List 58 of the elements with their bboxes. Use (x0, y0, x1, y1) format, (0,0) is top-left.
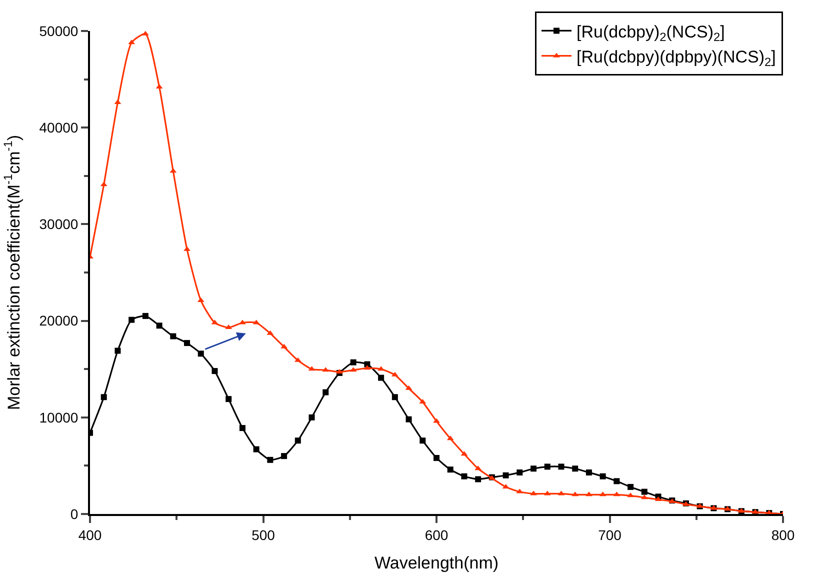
point (434, 454, 440, 461)
point (239, 425, 246, 432)
point (198, 350, 204, 357)
point (502, 472, 509, 478)
point (170, 333, 176, 340)
point (253, 446, 260, 452)
point (114, 348, 121, 354)
point (586, 469, 592, 476)
point (281, 453, 288, 460)
point (406, 416, 412, 422)
point (447, 466, 454, 473)
point (184, 246, 190, 251)
y-tick-label: 30000 (39, 216, 78, 232)
point (433, 418, 440, 423)
x-axis-title: Wavelength(nm) (374, 554, 499, 573)
point (128, 316, 135, 323)
point (239, 320, 246, 324)
point (322, 389, 329, 396)
point (461, 473, 468, 480)
point (600, 473, 606, 480)
point (516, 469, 523, 476)
point (572, 466, 578, 472)
point (530, 466, 537, 472)
point (544, 464, 550, 470)
x-tick-label: 700 (598, 526, 622, 543)
y-tick-label: 50000 (39, 22, 78, 39)
x-tick-label: 600 (424, 526, 448, 543)
x-tick-label: 400 (78, 526, 102, 543)
point (475, 476, 482, 482)
y-tick-label: 0 (70, 506, 78, 522)
point (627, 492, 634, 498)
point (212, 368, 218, 374)
point (156, 322, 162, 329)
point (530, 490, 537, 496)
y-tick-label: 40000 (39, 120, 78, 136)
y-tick-label: 10000 (39, 409, 78, 426)
point (294, 438, 301, 444)
point (641, 488, 648, 495)
point (392, 394, 398, 400)
x-tick-label: 500 (252, 526, 276, 543)
point (280, 344, 288, 348)
y-tick-label: 20000 (39, 312, 78, 329)
legend-label: [Ru(dcbpy)(dpbpy)(NCS)$_{2}$] (576, 47, 776, 70)
point (558, 464, 564, 470)
point (100, 394, 107, 400)
point (226, 396, 232, 402)
point (378, 374, 384, 381)
point (184, 340, 190, 346)
point (350, 359, 356, 366)
point (614, 478, 620, 484)
point (628, 484, 634, 490)
legend-label: [Ru(dcbpy)$_{2}$(NCS)$_{2}$] (576, 22, 725, 44)
point (267, 456, 274, 463)
point (142, 312, 148, 319)
point (586, 492, 592, 496)
x-tick-label: 800 (771, 526, 795, 543)
point (420, 438, 426, 444)
point (308, 414, 315, 420)
